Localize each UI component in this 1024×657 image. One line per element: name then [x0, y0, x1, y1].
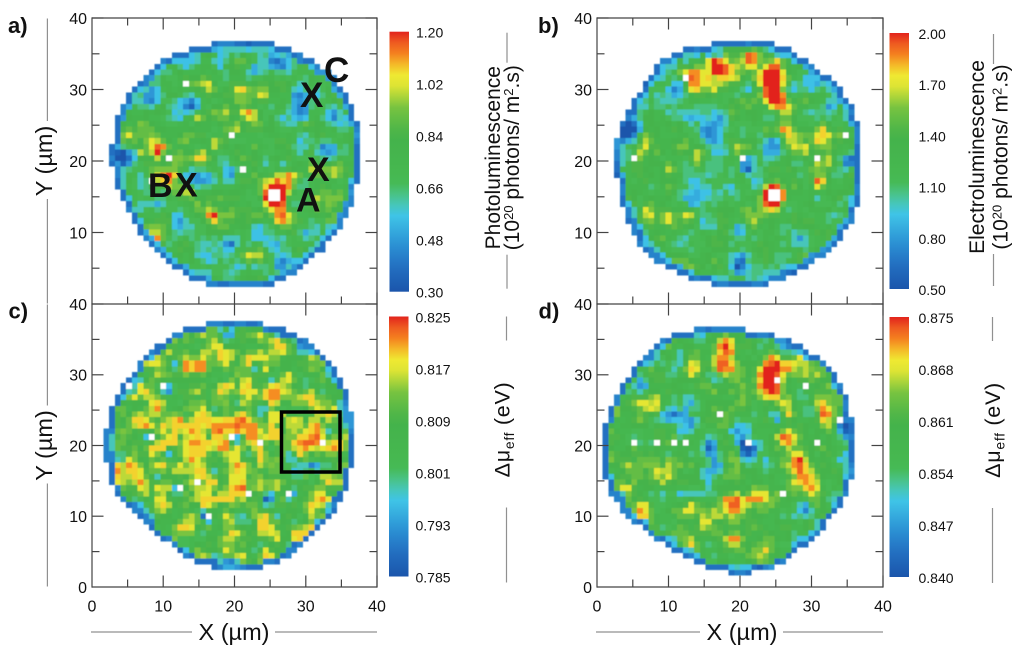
svg-text:0: 0	[593, 599, 602, 616]
svg-text:0.785: 0.785	[416, 570, 451, 586]
svg-text:1.40: 1.40	[919, 128, 946, 144]
svg-text:0.840: 0.840	[919, 570, 954, 586]
svg-text:0.50: 0.50	[919, 282, 946, 298]
svg-text:10: 10	[154, 599, 172, 616]
svg-text:0: 0	[88, 599, 97, 616]
svg-text:B: B	[148, 167, 173, 205]
svg-text:0: 0	[583, 580, 592, 597]
svg-text:40: 40	[574, 297, 592, 314]
svg-text:0.793: 0.793	[416, 518, 451, 534]
svg-text:0.809: 0.809	[416, 414, 451, 430]
svg-text:0.66: 0.66	[416, 181, 443, 197]
svg-text:X: X	[307, 151, 330, 189]
svg-text:d): d)	[539, 298, 560, 323]
svg-text:0: 0	[78, 580, 87, 597]
svg-text:0.847: 0.847	[919, 518, 954, 534]
svg-text:20: 20	[69, 154, 87, 171]
svg-text:20: 20	[226, 599, 244, 616]
svg-text:0.80: 0.80	[919, 231, 946, 247]
svg-text:30: 30	[574, 368, 592, 385]
svg-text:Photoluminescence: Photoluminescence	[482, 66, 505, 249]
svg-text:a): a)	[8, 13, 28, 38]
svg-text:0.854: 0.854	[919, 466, 954, 482]
svg-text:0.875: 0.875	[919, 310, 954, 326]
svg-text:0.861: 0.861	[919, 414, 954, 430]
svg-text:20: 20	[69, 438, 87, 455]
svg-text:10: 10	[69, 225, 87, 242]
svg-text:20: 20	[574, 154, 592, 171]
svg-text:X: X	[175, 167, 198, 205]
svg-text:10: 10	[574, 509, 592, 526]
svg-text:30: 30	[803, 599, 821, 616]
svg-text:10: 10	[574, 225, 592, 242]
svg-text:40: 40	[69, 11, 87, 28]
svg-text:30: 30	[69, 368, 87, 385]
svg-text:0.817: 0.817	[416, 362, 451, 378]
svg-text:20: 20	[574, 438, 592, 455]
svg-text:0.30: 0.30	[416, 285, 443, 301]
svg-text:Y (µm): Y (µm)	[31, 126, 57, 197]
svg-text:1.70: 1.70	[919, 77, 946, 93]
svg-text:40: 40	[368, 599, 386, 616]
svg-text:0.48: 0.48	[416, 233, 443, 249]
svg-text:40: 40	[874, 599, 892, 616]
svg-text:X (µm): X (µm)	[199, 619, 270, 645]
svg-text:Electroluminescence: Electroluminescence	[966, 60, 989, 254]
svg-text:30: 30	[297, 599, 315, 616]
svg-text:20: 20	[731, 599, 749, 616]
svg-text:(1020 photons/ m2.s): (1020 photons/ m2.s)	[501, 65, 524, 250]
svg-text:0.825: 0.825	[416, 310, 451, 326]
svg-text:1.20: 1.20	[416, 25, 443, 41]
svg-text:2.00: 2.00	[919, 26, 946, 42]
svg-text:30: 30	[574, 82, 592, 99]
svg-text:(1020 photons/ m2.s): (1020 photons/ m2.s)	[989, 64, 1012, 249]
svg-text:0.84: 0.84	[416, 129, 443, 145]
svg-text:10: 10	[69, 509, 87, 526]
svg-text:b): b)	[538, 13, 559, 38]
svg-text:Δμeff (eV): Δμeff (eV)	[491, 382, 518, 478]
svg-text:Y (µm): Y (µm)	[31, 410, 57, 481]
svg-text:X: X	[300, 76, 324, 115]
svg-text:c): c)	[9, 298, 29, 323]
svg-text:1.10: 1.10	[919, 180, 946, 196]
svg-text:40: 40	[69, 297, 87, 314]
svg-text:1.02: 1.02	[416, 77, 443, 93]
svg-text:40: 40	[574, 11, 592, 28]
svg-text:30: 30	[69, 82, 87, 99]
svg-text:0.801: 0.801	[416, 466, 451, 482]
svg-text:X (µm): X (µm)	[707, 619, 778, 645]
svg-text:A: A	[296, 182, 321, 220]
svg-text:0.868: 0.868	[919, 362, 954, 378]
svg-text:C: C	[324, 51, 349, 90]
svg-text:10: 10	[660, 599, 678, 616]
svg-text:Δμeff (eV): Δμeff (eV)	[981, 382, 1008, 478]
